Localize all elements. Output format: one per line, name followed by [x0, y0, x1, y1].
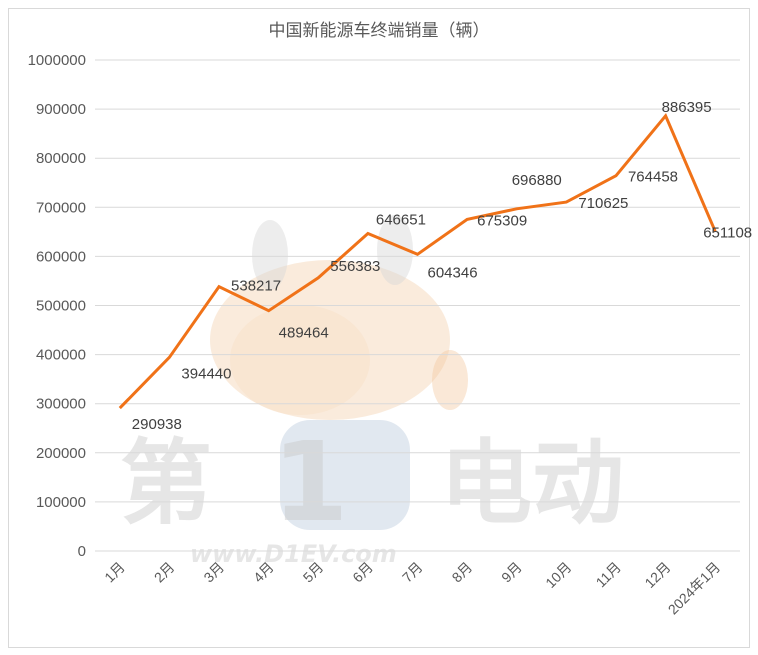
data-label-11: 886395 — [662, 99, 712, 116]
x-tick-label-10: 11月 — [593, 559, 624, 590]
y-tick-label-0: 0 — [78, 543, 86, 560]
mascot-ear-right — [377, 215, 413, 285]
grid-lines — [95, 59, 740, 552]
y-tick-label-7: 700000 — [36, 199, 86, 216]
data-labels: 290938 394440 538217 489464 556383 646651 6043… — [132, 99, 752, 433]
x-tick-label-7: 8月 — [449, 559, 476, 586]
mascot-head-shape — [210, 260, 450, 420]
y-tick-label-1: 100000 — [36, 494, 86, 511]
x-tick-label-9: 10月 — [542, 559, 574, 591]
watermark-right-text: 电动 — [440, 430, 624, 537]
chart-frame — [8, 8, 750, 648]
mascot-thumb-shape — [432, 350, 468, 410]
y-axis: 0 100000 200000 300000 400000 500000 600000 700… — [28, 52, 86, 560]
watermark-url: www.D1EV.com — [190, 540, 397, 568]
y-tick-label-5: 500000 — [36, 298, 86, 315]
x-tick-label-0: 1月 — [101, 559, 128, 586]
series-line-group — [118, 112, 717, 410]
y-tick-label-10: 1000000 — [28, 52, 86, 69]
y-tick-label-3: 300000 — [36, 396, 86, 413]
data-label-10: 764458 — [628, 169, 678, 186]
data-label-3: 489464 — [279, 325, 329, 342]
watermark-left-char: 第 — [120, 430, 212, 537]
x-tick-label-12: 2024年1月 — [665, 559, 724, 618]
data-label-9: 710625 — [578, 195, 628, 212]
x-tick-label-8: 9月 — [498, 559, 525, 586]
x-tick-label-11: 12月 — [641, 559, 673, 591]
x-tick-label-1: 2月 — [151, 559, 178, 586]
data-label-8: 696880 — [512, 172, 562, 189]
mascot-body-shape — [280, 420, 410, 530]
data-label-4: 556383 — [330, 258, 380, 275]
y-tick-label-2: 200000 — [36, 445, 86, 462]
watermark-digit: 1 — [272, 418, 349, 546]
data-label-0: 290938 — [132, 416, 182, 433]
data-label-6: 604346 — [428, 264, 478, 281]
data-label-2: 538217 — [231, 278, 281, 295]
y-tick-label-4: 400000 — [36, 347, 86, 364]
mascot-ear-left — [252, 220, 288, 290]
y-tick-label-6: 600000 — [36, 248, 86, 265]
y-tick-label-8: 800000 — [36, 150, 86, 167]
chart-title: 中国新能源车终端销量（辆） — [268, 21, 490, 41]
data-label-5: 646651 — [376, 211, 426, 228]
data-label-12: 651108 — [703, 224, 752, 241]
x-tick-label-6: 7月 — [399, 559, 426, 586]
data-label-7: 675309 — [477, 212, 527, 229]
watermark-logo: 第 1 电动 www.D1EV.com — [120, 215, 624, 568]
series-line — [118, 112, 717, 410]
y-tick-label-9: 900000 — [36, 101, 86, 118]
mascot-face-shape — [230, 305, 370, 415]
data-label-1: 394440 — [181, 365, 231, 382]
